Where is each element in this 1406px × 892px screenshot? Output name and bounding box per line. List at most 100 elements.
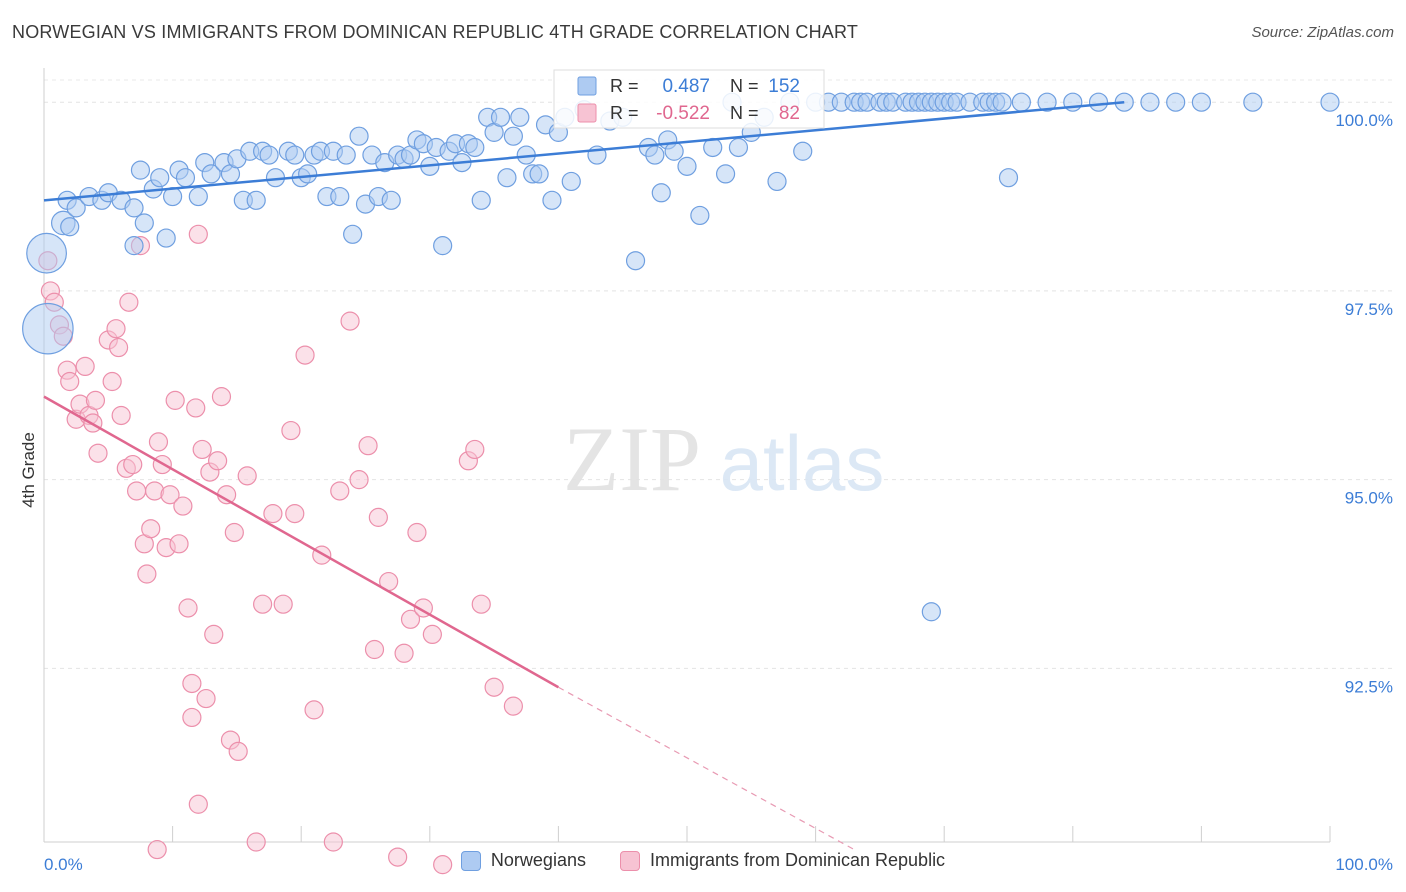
norwegian-point — [471, 190, 491, 210]
stats-n-value: 152 — [768, 76, 800, 97]
dominican-point — [237, 466, 257, 486]
dominican-point — [123, 454, 143, 475]
dominican-point — [148, 432, 169, 452]
trend-line-norwegians — [43, 100, 1125, 202]
dominican-point — [340, 311, 360, 331]
dominican-point — [85, 390, 106, 410]
watermark-atlas: atlas — [720, 419, 885, 507]
dominican-point — [281, 420, 301, 441]
dominican-point — [182, 673, 202, 694]
norwegian-point — [66, 198, 86, 218]
y-axis-label: 4th Grade — [19, 432, 38, 508]
norwegian-point — [497, 168, 517, 188]
source-credit: Source: ZipAtlas.com — [1251, 24, 1394, 41]
dominican-point — [178, 598, 198, 618]
norwegian-point — [124, 236, 144, 256]
dominican-point — [295, 345, 315, 365]
stats-r-label: R = — [610, 76, 639, 96]
norwegian-point — [175, 168, 196, 188]
norwegian-point — [156, 228, 176, 248]
trend-line-dominican-extension — [558, 686, 855, 851]
watermark: ZIP atlas — [563, 408, 884, 510]
norwegian-point — [1140, 92, 1160, 112]
dominican-point — [330, 481, 350, 501]
norwegian-point — [26, 232, 67, 274]
dominican-point — [119, 292, 139, 312]
norwegian-point — [728, 137, 749, 158]
norwegian-point — [22, 302, 74, 355]
dominican-point — [186, 398, 206, 418]
dominican-point — [102, 371, 122, 392]
dominican-point — [273, 594, 293, 614]
dominican-point — [465, 439, 485, 460]
chart-title: NORWEGIAN VS IMMIGRANTS FROM DOMINICAN R… — [12, 22, 859, 42]
legend-item-dominican: Immigrants from Dominican Republic — [619, 850, 946, 871]
watermark-zip: ZIP — [563, 408, 701, 510]
norwegian-point — [134, 213, 154, 233]
stats-swatch — [577, 103, 597, 123]
stats-swatch — [577, 76, 597, 96]
dominican-point — [224, 522, 244, 543]
dominican-point — [173, 496, 193, 516]
dominican-point — [188, 794, 208, 814]
dominican-point — [471, 594, 491, 614]
norwegian-point — [793, 141, 813, 161]
dominican-point — [422, 624, 442, 645]
x-tick-label-max: 100.0% — [1335, 855, 1393, 874]
norwegian-point — [529, 164, 549, 184]
norwegian-point — [992, 92, 1012, 112]
y-tick-labels: 100.0% 97.5% 95.0% 92.5% — [1335, 111, 1393, 696]
stats-n-label: N = — [730, 103, 759, 123]
norwegian-point — [690, 205, 710, 226]
norwegian-point — [465, 137, 485, 158]
dominican-point — [147, 839, 167, 860]
dominican-point — [204, 624, 224, 645]
dominican-point — [192, 439, 212, 460]
legend-item-norwegians: Norwegians — [460, 850, 586, 871]
norwegian-point — [645, 145, 665, 165]
dominican-point — [246, 832, 266, 852]
stats-r-value: 0.487 — [662, 76, 710, 97]
dominican-point — [253, 594, 273, 614]
legend-swatch-pink — [619, 850, 640, 871]
norwegian-point — [60, 217, 80, 237]
dominican-point — [208, 451, 228, 471]
dominican-point — [388, 847, 408, 867]
legend-label-dominican: Immigrants from Dominican Republic — [649, 850, 946, 870]
y-tick-label: 92.5% — [1345, 677, 1393, 696]
norwegian-point — [1166, 92, 1186, 112]
legend-swatch-blue — [460, 850, 481, 871]
dominican-point — [88, 443, 108, 463]
norwegian-point — [1011, 92, 1031, 112]
stats-box-frame — [553, 69, 825, 129]
dominican-point — [60, 371, 80, 392]
dominican-point — [228, 741, 248, 762]
norwegian-point — [259, 145, 279, 165]
dominican-point — [400, 609, 421, 629]
norwegian-point — [285, 145, 305, 165]
dominican-point — [484, 677, 504, 697]
stats-box: R = 0.487 N = 152 R = -0.522 N = 82 — [553, 69, 825, 129]
norwegian-point — [921, 602, 941, 622]
legend-label-norwegians: Norwegians — [490, 850, 586, 870]
norwegian-point — [201, 164, 221, 184]
norwegian-point — [246, 190, 266, 210]
dominican-point — [394, 643, 414, 663]
norwegian-point — [542, 190, 562, 210]
dominican-point — [358, 436, 378, 456]
dominican-point — [106, 319, 126, 339]
dominican-point — [75, 356, 95, 377]
norwegian-point — [124, 198, 144, 218]
norwegian-point — [490, 107, 511, 127]
norwegian-point — [664, 141, 684, 161]
norwegian-point — [510, 107, 530, 127]
norwegian-point — [1037, 92, 1057, 112]
stats-r-label: R = — [610, 103, 639, 123]
dominican-point — [137, 564, 157, 584]
dominican-point — [169, 534, 189, 554]
norwegian-point — [336, 145, 356, 165]
dominican-point — [165, 390, 185, 410]
norwegian-point — [343, 224, 363, 244]
series-dominican-points — [38, 224, 523, 875]
